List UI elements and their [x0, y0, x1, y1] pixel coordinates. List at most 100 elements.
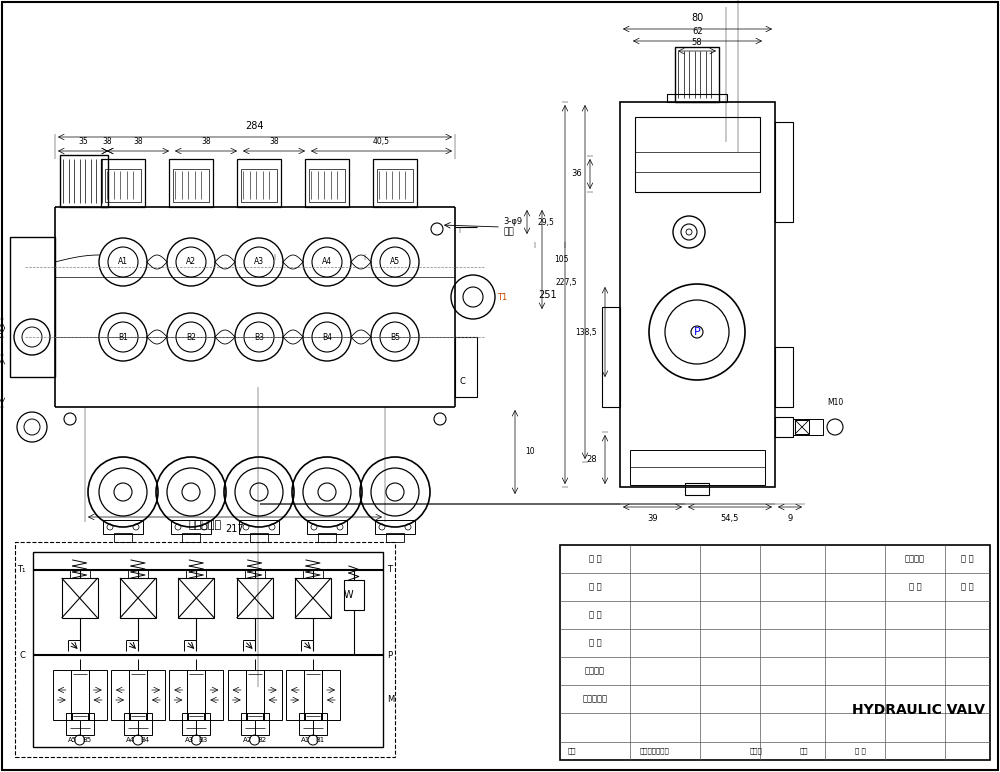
Bar	[66, 713, 94, 735]
Bar	[105, 169, 141, 202]
Bar	[120, 578, 156, 618]
Text: 29,5: 29,5	[537, 218, 554, 226]
Text: A3: A3	[254, 258, 264, 266]
Bar	[299, 713, 327, 735]
Bar	[147, 670, 165, 720]
Bar	[178, 578, 214, 618]
Bar	[667, 94, 727, 102]
Text: 校 对: 校 对	[589, 638, 601, 648]
Bar	[630, 450, 765, 485]
Bar	[620, 102, 775, 487]
Bar	[560, 545, 990, 760]
Text: 共 页: 共 页	[909, 583, 921, 591]
Text: 标准化检查: 标准化检查	[582, 695, 608, 703]
Text: 10: 10	[525, 448, 535, 456]
Text: 38: 38	[269, 137, 279, 146]
Bar	[318, 533, 336, 542]
Bar	[455, 337, 477, 397]
Text: 日期: 日期	[800, 748, 808, 754]
Text: B5: B5	[390, 333, 400, 341]
Text: A1: A1	[118, 258, 128, 266]
Text: 38: 38	[103, 137, 112, 146]
Bar	[15, 542, 395, 757]
Bar	[169, 670, 187, 720]
Bar	[171, 520, 211, 534]
Text: A3: A3	[185, 737, 194, 743]
Bar	[309, 169, 345, 202]
Text: P: P	[0, 333, 2, 341]
Bar	[60, 155, 108, 207]
Bar	[304, 670, 322, 720]
Text: 58: 58	[692, 38, 702, 47]
Text: B2: B2	[257, 737, 266, 743]
Text: P: P	[694, 327, 700, 337]
Bar	[103, 520, 143, 534]
Bar	[793, 419, 823, 435]
Text: 描 图: 描 图	[589, 611, 601, 619]
Text: B2: B2	[186, 333, 196, 341]
Text: 重 量: 重 量	[961, 554, 973, 564]
Bar	[675, 47, 719, 102]
Text: A4: A4	[322, 258, 332, 266]
Text: 38: 38	[133, 137, 143, 146]
Bar	[241, 169, 277, 202]
Bar	[114, 533, 132, 542]
Bar	[386, 533, 404, 542]
Text: 签 名: 签 名	[855, 748, 866, 754]
Text: A1: A1	[301, 737, 311, 743]
Text: 62: 62	[692, 27, 703, 36]
Text: 9: 9	[787, 514, 793, 523]
Text: 138,5: 138,5	[575, 327, 597, 337]
Bar	[246, 670, 264, 720]
Bar	[685, 483, 709, 495]
Bar	[237, 578, 273, 618]
Text: 217: 217	[226, 524, 244, 534]
Text: 105: 105	[554, 255, 568, 264]
Text: A2: A2	[186, 258, 196, 266]
Text: M10: M10	[827, 398, 843, 407]
Bar	[62, 578, 98, 618]
Bar	[322, 670, 340, 720]
Bar	[602, 307, 620, 407]
Bar	[182, 533, 200, 542]
Bar	[187, 670, 205, 720]
Text: M: M	[387, 695, 394, 703]
Text: B5: B5	[82, 737, 91, 743]
Text: HYDRAULIC VALV: HYDRAULIC VALV	[852, 703, 985, 717]
Text: 制 图: 制 图	[589, 583, 601, 591]
Text: A5: A5	[68, 737, 77, 743]
Text: 36: 36	[571, 170, 582, 178]
Text: C: C	[460, 378, 466, 387]
Text: B3: B3	[254, 333, 264, 341]
Bar	[795, 420, 809, 434]
Bar	[33, 552, 383, 747]
Text: 284: 284	[246, 121, 264, 131]
Text: A2: A2	[243, 737, 252, 743]
Bar	[71, 670, 89, 720]
Bar	[775, 122, 793, 222]
Text: A4: A4	[126, 737, 136, 743]
Text: 80: 80	[691, 13, 704, 23]
Bar	[305, 159, 349, 207]
Bar	[228, 670, 246, 720]
Bar	[205, 670, 223, 720]
Text: W: W	[344, 590, 354, 600]
Text: 39: 39	[647, 514, 658, 523]
Bar	[635, 117, 760, 192]
Bar	[344, 580, 364, 610]
Text: 54,5: 54,5	[721, 514, 739, 523]
Text: 28: 28	[586, 455, 597, 464]
Text: A5: A5	[390, 258, 400, 266]
Text: T₁: T₁	[17, 566, 25, 574]
Bar	[239, 520, 279, 534]
Bar	[775, 417, 793, 437]
Text: 图样标记: 图样标记	[905, 554, 925, 564]
Text: 更改内容和依据: 更改内容和依据	[640, 748, 670, 754]
Text: 通孔: 通孔	[503, 228, 514, 236]
Text: 液压原理图: 液压原理图	[188, 520, 222, 530]
Text: C: C	[19, 651, 25, 659]
Bar	[89, 670, 107, 720]
Bar	[295, 578, 331, 618]
Text: 251: 251	[538, 290, 557, 300]
Text: 40,5: 40,5	[373, 137, 390, 146]
